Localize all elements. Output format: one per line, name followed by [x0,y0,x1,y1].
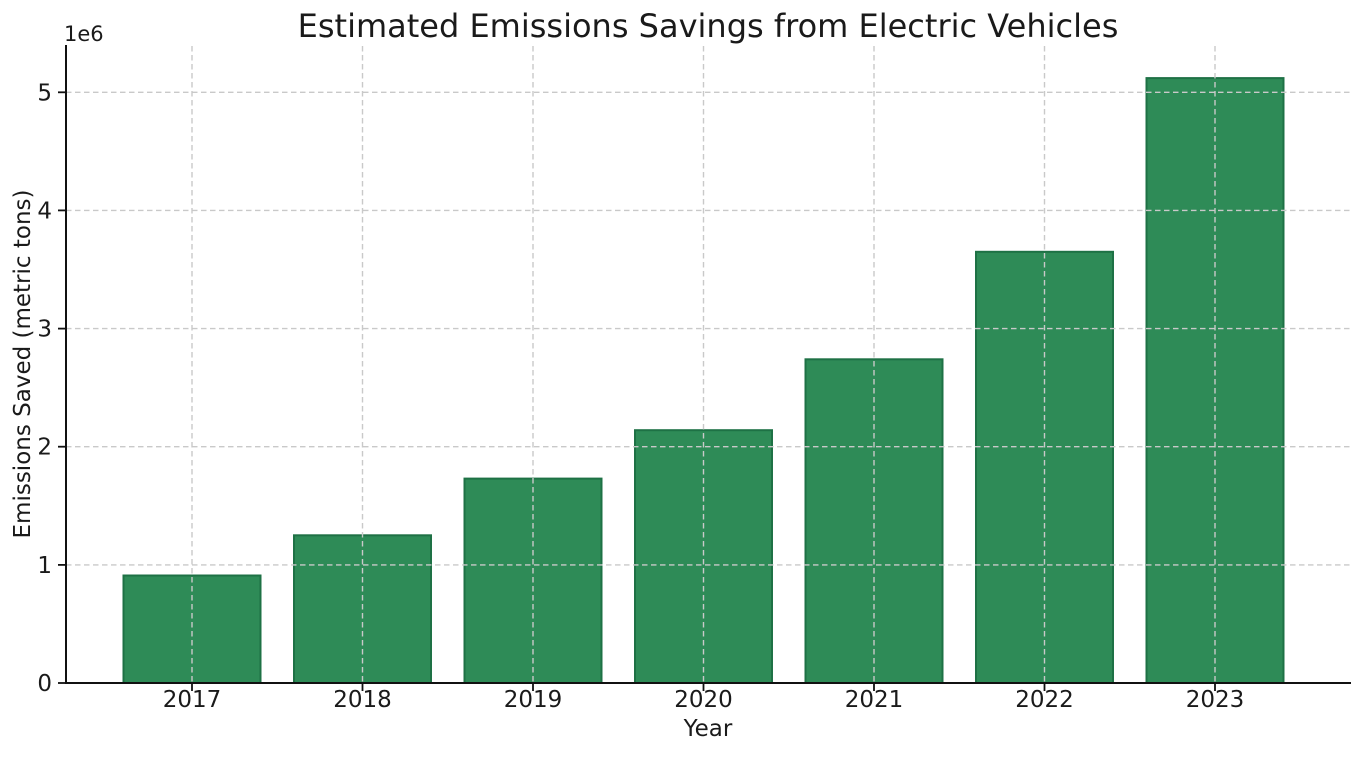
y-tick-label: 5 [37,80,52,106]
x-tick-label-2020: 2020 [674,687,733,713]
y-tick-label: 0 [37,671,52,697]
y-tick-label: 4 [37,198,52,224]
y-tick-label: 3 [37,317,52,343]
x-tick-label-2023: 2023 [1186,687,1245,713]
bar-2022 [975,250,1114,685]
bar-2021 [804,358,944,684]
bar-2017 [122,574,262,684]
y-axis-offset-text: 1e6 [64,22,104,46]
x-tick-label-2019: 2019 [504,687,563,713]
chart-title: Estimated Emissions Savings from Electri… [297,7,1119,45]
x-tick-label-2018: 2018 [333,687,392,713]
y-tick-label: 2 [37,435,52,461]
x-axis-label: Year [683,716,733,742]
y-tick-label: 1 [37,553,52,579]
x-tick-label-2017: 2017 [163,687,222,713]
x-tick-label-2022: 2022 [1015,687,1074,713]
x-tick-label-2021: 2021 [845,687,904,713]
